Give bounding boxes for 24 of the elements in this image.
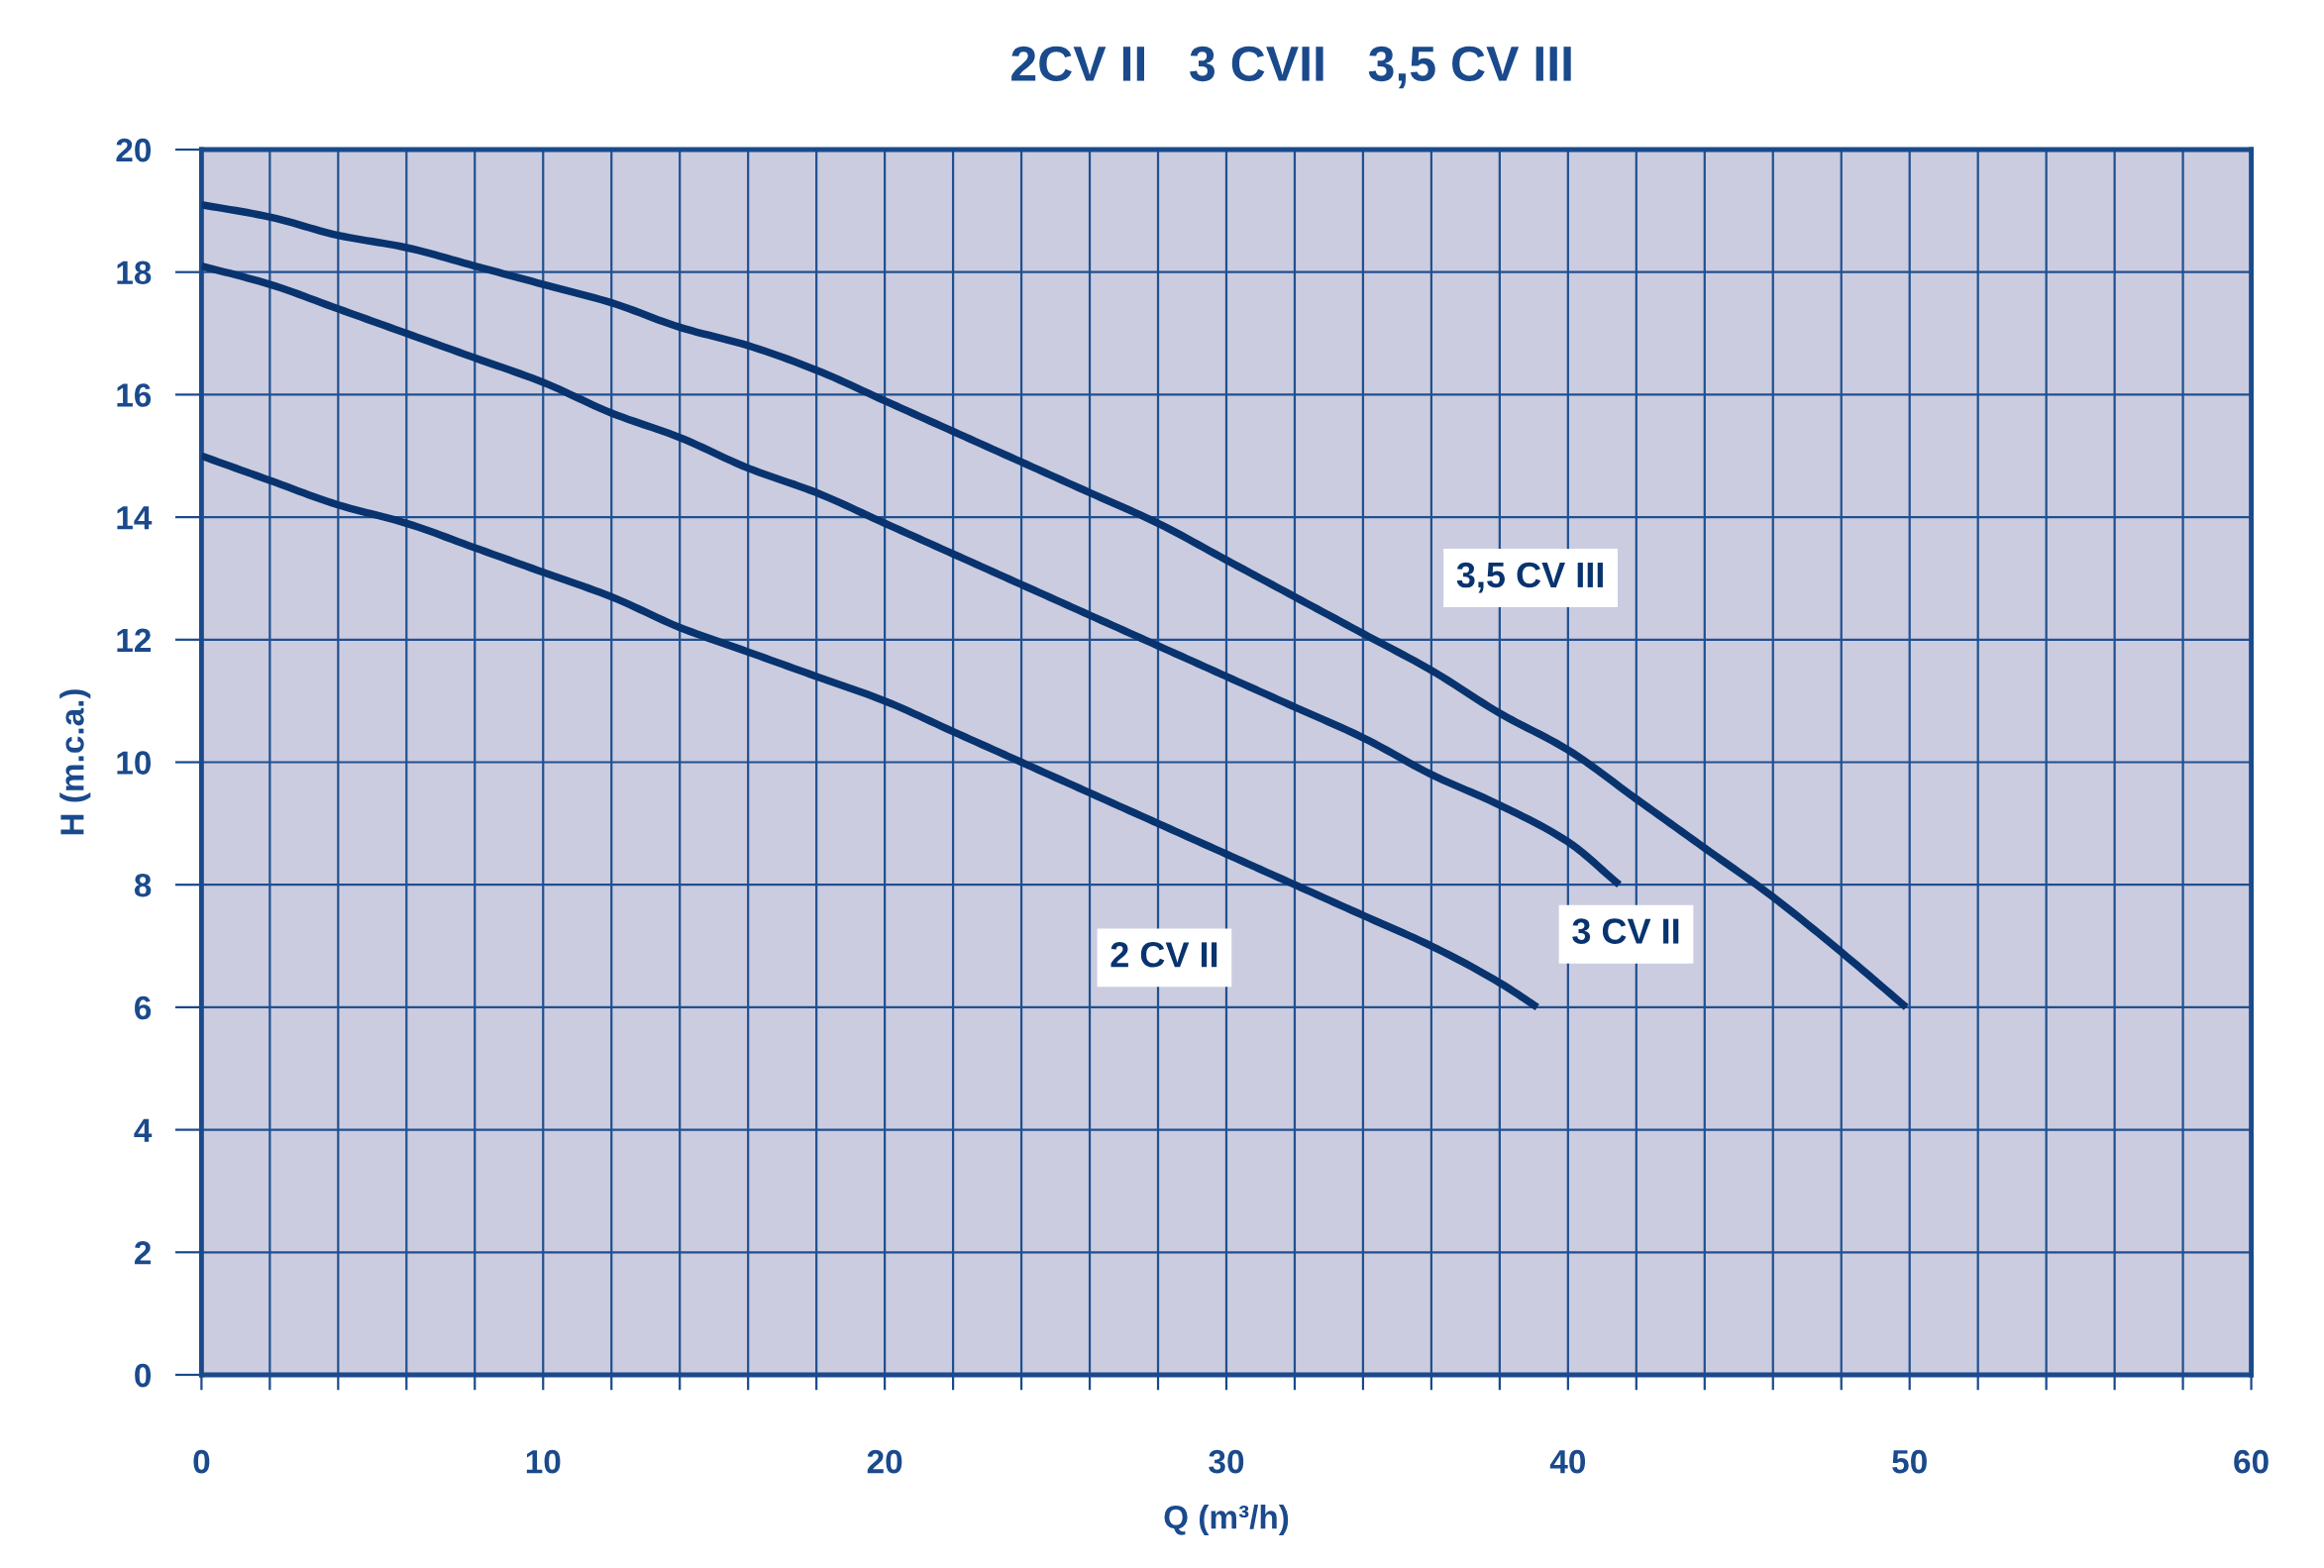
x-tick-label: 40 <box>1549 1449 1586 1474</box>
y-tick-label: 4 <box>134 1118 153 1142</box>
chart-title: 2CV II 3 CVII 3,5 CV III <box>1011 46 1571 89</box>
series-label: 3 CV II <box>1572 918 1679 944</box>
y-axis-title: H (m.c.a.) <box>59 689 91 835</box>
x-tick-label: 60 <box>2234 1449 2269 1474</box>
y-tick-label: 18 <box>117 261 152 285</box>
y-tick-label: 16 <box>117 383 152 407</box>
x-axis-title: Q (m³/h) <box>1164 1505 1289 1536</box>
x-tick-label: 10 <box>526 1449 561 1474</box>
y-tick-label: 20 <box>116 138 152 162</box>
x-tick-label: 30 <box>1209 1449 1244 1474</box>
y-tick-label: 0 <box>135 1363 152 1388</box>
x-tick-label: 0 <box>193 1449 210 1474</box>
text: 3,5 CV III <box>1456 562 1603 593</box>
text: 2 CV II <box>1110 942 1217 968</box>
x-tick-label: 20 <box>867 1449 902 1474</box>
y-tick-label: 14 <box>117 506 153 530</box>
y-tick-label: 12 <box>117 628 152 652</box>
y-tick-label: 6 <box>135 995 152 1020</box>
y-tick-label: 2 <box>135 1241 152 1265</box>
x-tick-label: 50 <box>1892 1449 1927 1474</box>
y-tick-label: 10 <box>117 751 152 775</box>
y-tick-label: 8 <box>134 873 152 897</box>
